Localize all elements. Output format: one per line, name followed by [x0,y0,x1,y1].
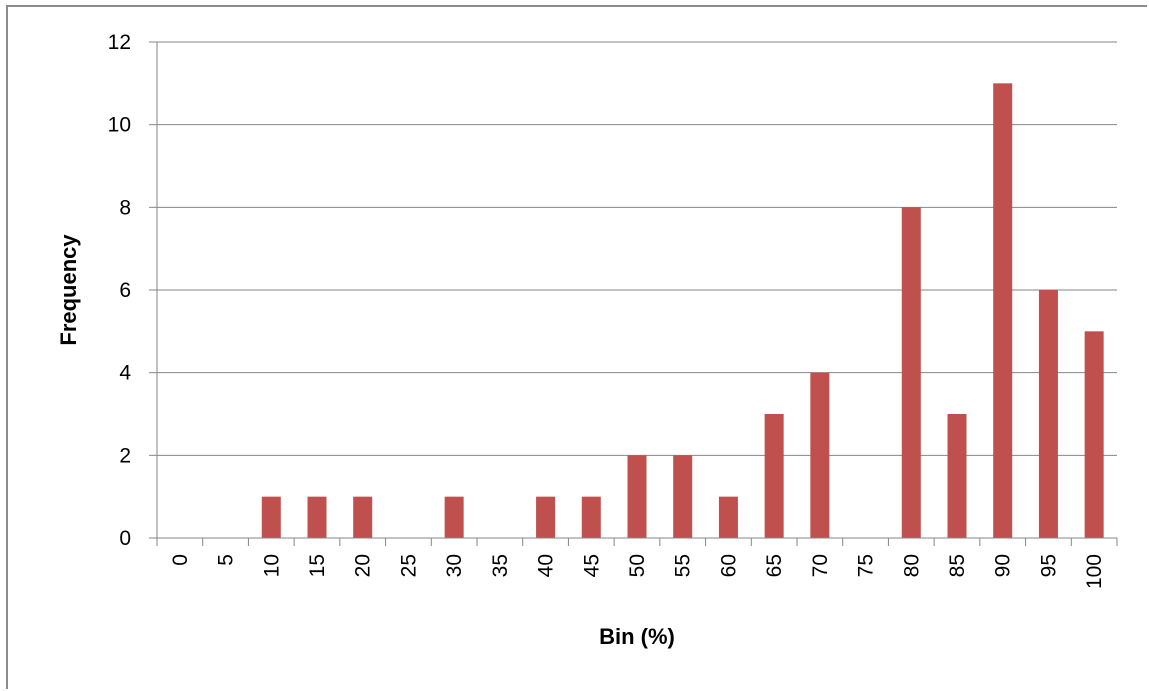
bar-90 [993,83,1013,538]
y-tick-label: 0 [119,527,131,550]
bar-100 [1084,331,1104,538]
x-tick-label: 65 [763,554,786,577]
x-tick-label: 50 [626,554,649,577]
x-tick-label: 90 [992,554,1015,577]
bar-45 [581,496,601,538]
x-tick-label: 75 [855,554,878,577]
x-tick-label: 20 [352,554,375,577]
y-tick-label: 12 [108,31,131,54]
x-tick-label: 95 [1037,554,1060,577]
tick-labels: 0 2 4 6 8 10 12 0 5 10 15 20 25 30 35 40 45 50 55 60 65 70 75 8… [108,31,1107,589]
x-tick-label: 30 [443,554,466,577]
x-axis-title: Bin (%) [599,624,675,649]
chart-frame [6,5,1147,689]
y-tick-label: 4 [119,362,131,385]
bar-15 [307,496,327,538]
bar-20 [353,496,373,538]
y-axis-title: Frequency [56,234,81,346]
x-tick-label: 5 [215,554,238,566]
x-tick-label: 55 [672,554,695,577]
bar-10 [261,496,281,538]
x-tick-label: 10 [260,554,283,577]
x-tick-label: 45 [580,554,603,577]
x-tick-label: 35 [489,554,512,577]
bar-85 [947,414,967,538]
bar-40 [536,496,556,538]
bar-30 [444,496,464,538]
x-tick-label: 25 [397,554,420,577]
bars [261,83,1104,539]
axes [149,41,1118,546]
grid-lines [157,41,1117,456]
x-tick-label: 85 [946,554,969,577]
x-tick-label: 60 [717,554,740,577]
bar-65 [764,414,784,538]
bar-50 [627,455,647,538]
bar-70 [810,372,830,538]
y-tick-label: 2 [119,444,131,467]
y-tick-label: 8 [119,196,131,219]
x-tick-label: 80 [900,554,923,577]
x-tick-label: 100 [1083,554,1106,589]
bar-95 [1038,290,1058,538]
bar-80 [901,207,921,539]
x-tick-label: 15 [306,554,329,577]
x-tick-label: 70 [809,554,832,577]
x-tick-label: 0 [169,554,192,566]
x-tick-label: 40 [535,554,558,577]
y-tick-label: 6 [119,279,131,302]
bar-60 [718,496,738,538]
bar-55 [673,455,693,538]
y-tick-label: 10 [108,114,131,137]
